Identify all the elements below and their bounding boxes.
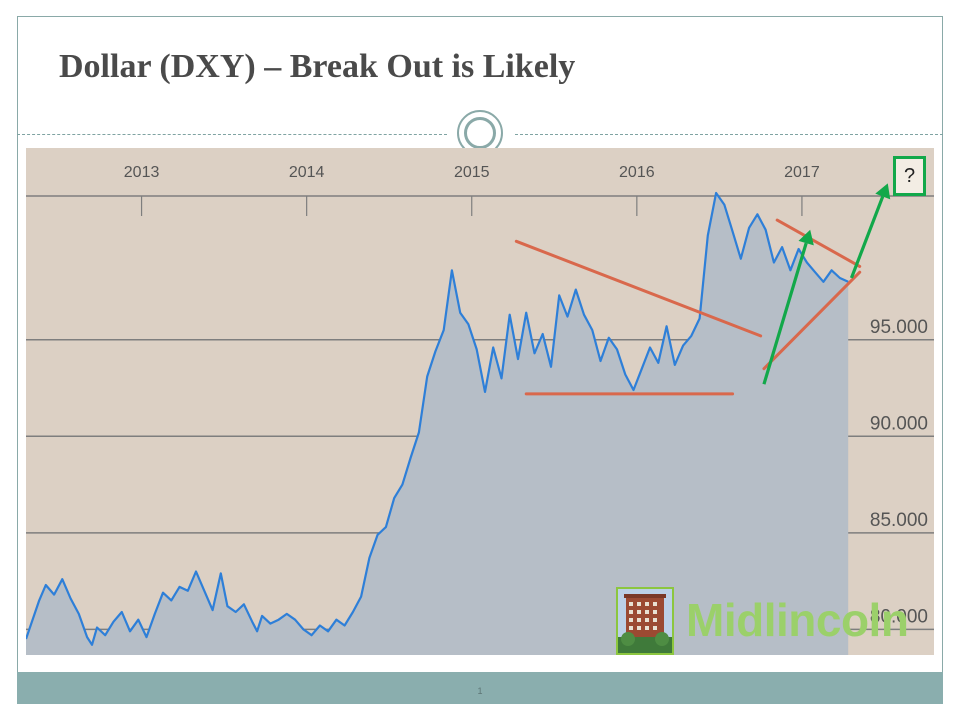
breakout-arrow-1-shaft [762, 242, 808, 385]
logo-text: Midlincoln [686, 594, 909, 646]
question-box: ? [893, 156, 926, 196]
breakout-arrow-1-head [798, 229, 814, 246]
slide-title: Dollar (DXY) – Break Out is Likely [59, 48, 576, 85]
x-tick-label-2017: 2017 [784, 164, 820, 181]
title-divider-left [17, 134, 447, 135]
series-area [26, 193, 849, 655]
dxy-chart: 2013 2014 2015 2016 2017 80.000 85.000 90.000 9… [26, 148, 934, 655]
series-layer [26, 191, 849, 655]
title-divider-right [515, 134, 943, 135]
midlincoln-logo: Midlincoln [616, 587, 916, 657]
breakout-arrow-2-shaft [849, 195, 885, 279]
x-tick-label-2013: 2013 [124, 164, 160, 181]
x-axis: 2013 2014 2015 2016 2017 [124, 164, 820, 216]
page-number: 1 [477, 686, 483, 696]
y-tick-label-80.000: 80.000 [870, 606, 928, 627]
annotation-layer [514, 183, 891, 396]
wedge-upper-line [775, 218, 862, 268]
resistance-trend-line [514, 239, 763, 338]
x-tick-label-2015: 2015 [454, 164, 490, 181]
footer-bar: 1 [17, 672, 943, 704]
y-tick-label-90.000: 90.000 [870, 413, 928, 434]
breakout-arrow-2-head [875, 183, 891, 200]
y-axis: 80.000 85.000 90.000 95.000 [870, 317, 928, 628]
y-tick-label-95.000: 95.000 [870, 317, 928, 338]
y-tick-label-85.000: 85.000 [870, 510, 928, 531]
wedge-lower-line [762, 270, 862, 371]
building-photo-icon [616, 587, 674, 655]
series-line [26, 191, 849, 646]
x-tick-label-2016: 2016 [619, 164, 655, 181]
x-tick-label-2014: 2014 [289, 164, 325, 181]
